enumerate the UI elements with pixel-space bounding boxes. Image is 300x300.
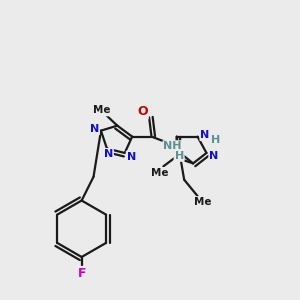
Text: F: F bbox=[77, 267, 86, 280]
Text: H: H bbox=[211, 135, 220, 145]
Text: Me: Me bbox=[194, 197, 212, 207]
Text: N: N bbox=[90, 124, 99, 134]
Text: NH: NH bbox=[163, 141, 182, 151]
Text: O: O bbox=[137, 106, 148, 118]
Text: N: N bbox=[209, 151, 218, 161]
Text: N: N bbox=[200, 130, 210, 140]
Text: Me: Me bbox=[151, 168, 169, 178]
Text: N: N bbox=[104, 149, 113, 159]
Text: H: H bbox=[175, 151, 184, 161]
Text: Me: Me bbox=[93, 106, 110, 116]
Text: N: N bbox=[127, 152, 136, 161]
